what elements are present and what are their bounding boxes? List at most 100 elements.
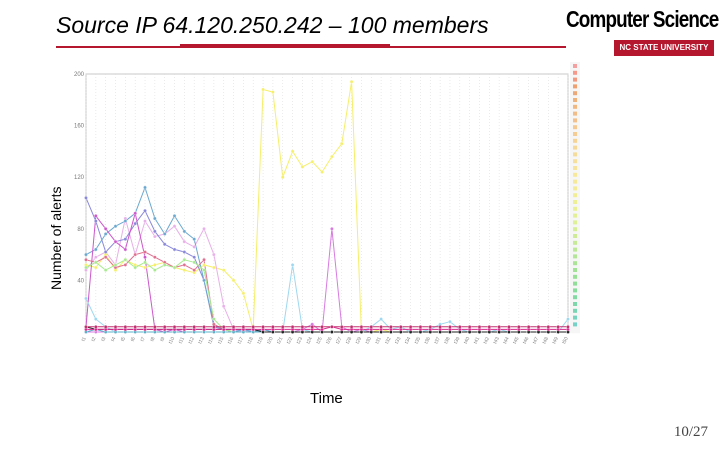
data-point — [212, 325, 216, 329]
slide-title: Source IP 64.120.250.242 – 100 members — [56, 12, 489, 38]
data-point — [143, 260, 147, 265]
x-tick-label: t24 — [305, 336, 314, 345]
data-point — [94, 247, 98, 252]
data-point — [103, 232, 108, 236]
data-point — [84, 252, 88, 257]
data-point — [389, 325, 393, 329]
data-point — [418, 325, 423, 329]
x-tick-label: t2 — [90, 336, 97, 343]
legend-swatch — [573, 288, 577, 293]
data-point — [172, 224, 177, 228]
x-tick-label: t6 — [130, 336, 137, 343]
data-point — [438, 325, 442, 329]
data-point — [349, 325, 354, 329]
legend-swatch — [573, 295, 577, 300]
data-point — [202, 258, 206, 262]
legend-swatch — [573, 186, 577, 191]
legend-swatch — [573, 302, 577, 306]
data-point — [94, 255, 98, 259]
data-point — [192, 245, 196, 249]
data-point — [448, 319, 452, 324]
data-point — [182, 268, 187, 272]
legend-swatch — [573, 152, 577, 157]
x-tick-label: t19 — [256, 336, 265, 345]
data-point — [182, 239, 187, 244]
x-tick-label: t20 — [266, 336, 275, 345]
data-point — [182, 263, 187, 267]
data-point — [162, 242, 167, 247]
x-tick-label: t1 — [81, 336, 88, 343]
legend: member0 100.132.10.69.3389member1 106.51… — [570, 62, 580, 334]
legend-background — [570, 62, 580, 334]
data-point — [251, 325, 255, 329]
legend-swatch — [573, 193, 577, 198]
data-point — [330, 325, 334, 329]
x-tick-label: t26 — [325, 336, 334, 345]
data-point — [261, 325, 265, 329]
data-point — [566, 317, 570, 321]
logo-text: Computer Science — [566, 6, 719, 32]
y-tick-label: 200 — [74, 72, 85, 78]
x-tick-label: t38 — [443, 336, 452, 345]
legend-swatch — [573, 166, 577, 170]
data-point — [182, 325, 187, 329]
x-ticks: t1 t2 t3 t4 t5 t6 t7 t8 t9 t10 t11 t12 t13 t14 t15 t16 t… — [81, 336, 570, 345]
data-point — [290, 149, 295, 154]
data-point — [133, 265, 137, 270]
legend-swatch — [573, 98, 577, 102]
data-point — [477, 325, 482, 329]
data-point — [162, 325, 167, 329]
data-point — [153, 229, 157, 234]
legend-swatch — [573, 70, 577, 75]
x-tick-label: t44 — [502, 336, 511, 345]
legend-swatch — [573, 254, 577, 259]
data-point — [280, 175, 285, 179]
data-point — [123, 219, 128, 223]
cs-logo: Computer Science NC STATE UNIVERSITY — [566, 6, 719, 56]
data-point — [153, 268, 157, 272]
x-tick-label: t50 — [561, 336, 570, 345]
legend-swatch — [573, 132, 577, 136]
data-point — [133, 211, 137, 216]
data-point — [143, 250, 147, 254]
data-point — [280, 325, 285, 329]
x-tick-label: t41 — [473, 336, 482, 345]
data-point — [153, 255, 157, 259]
x-tick-label: t8 — [149, 336, 156, 343]
x-tick-label: t49 — [551, 336, 560, 345]
data-point — [566, 325, 570, 329]
data-point — [221, 268, 226, 272]
legend-swatch — [573, 261, 577, 266]
data-point — [467, 325, 472, 329]
data-point — [84, 296, 88, 301]
data-point — [202, 268, 206, 272]
x-tick-label: t12 — [187, 336, 196, 345]
x-tick-label: t3 — [100, 336, 107, 343]
x-tick-label: t45 — [512, 336, 521, 345]
x-tick-label: t29 — [355, 336, 364, 345]
data-point — [133, 252, 137, 257]
data-point — [340, 141, 344, 146]
x-tick-label: t17 — [237, 336, 246, 345]
y-tick-label: 80 — [77, 227, 84, 233]
data-point — [221, 325, 226, 329]
data-point — [172, 325, 177, 329]
data-point — [103, 250, 108, 254]
data-point — [536, 325, 541, 329]
legend-swatch — [573, 274, 577, 279]
data-point — [271, 325, 275, 329]
y-tick-label: 120 — [74, 175, 85, 181]
data-point — [123, 263, 128, 267]
legend-swatch — [573, 118, 577, 123]
x-tick-label: t16 — [227, 336, 236, 345]
data-point — [399, 325, 403, 329]
x-tick-label: t46 — [522, 336, 531, 345]
data-point — [241, 291, 246, 296]
data-point — [84, 258, 88, 262]
data-point — [202, 263, 206, 267]
data-point — [556, 325, 560, 329]
y-tick-label: 160 — [74, 124, 85, 130]
data-point — [182, 258, 187, 262]
data-point — [143, 325, 147, 329]
